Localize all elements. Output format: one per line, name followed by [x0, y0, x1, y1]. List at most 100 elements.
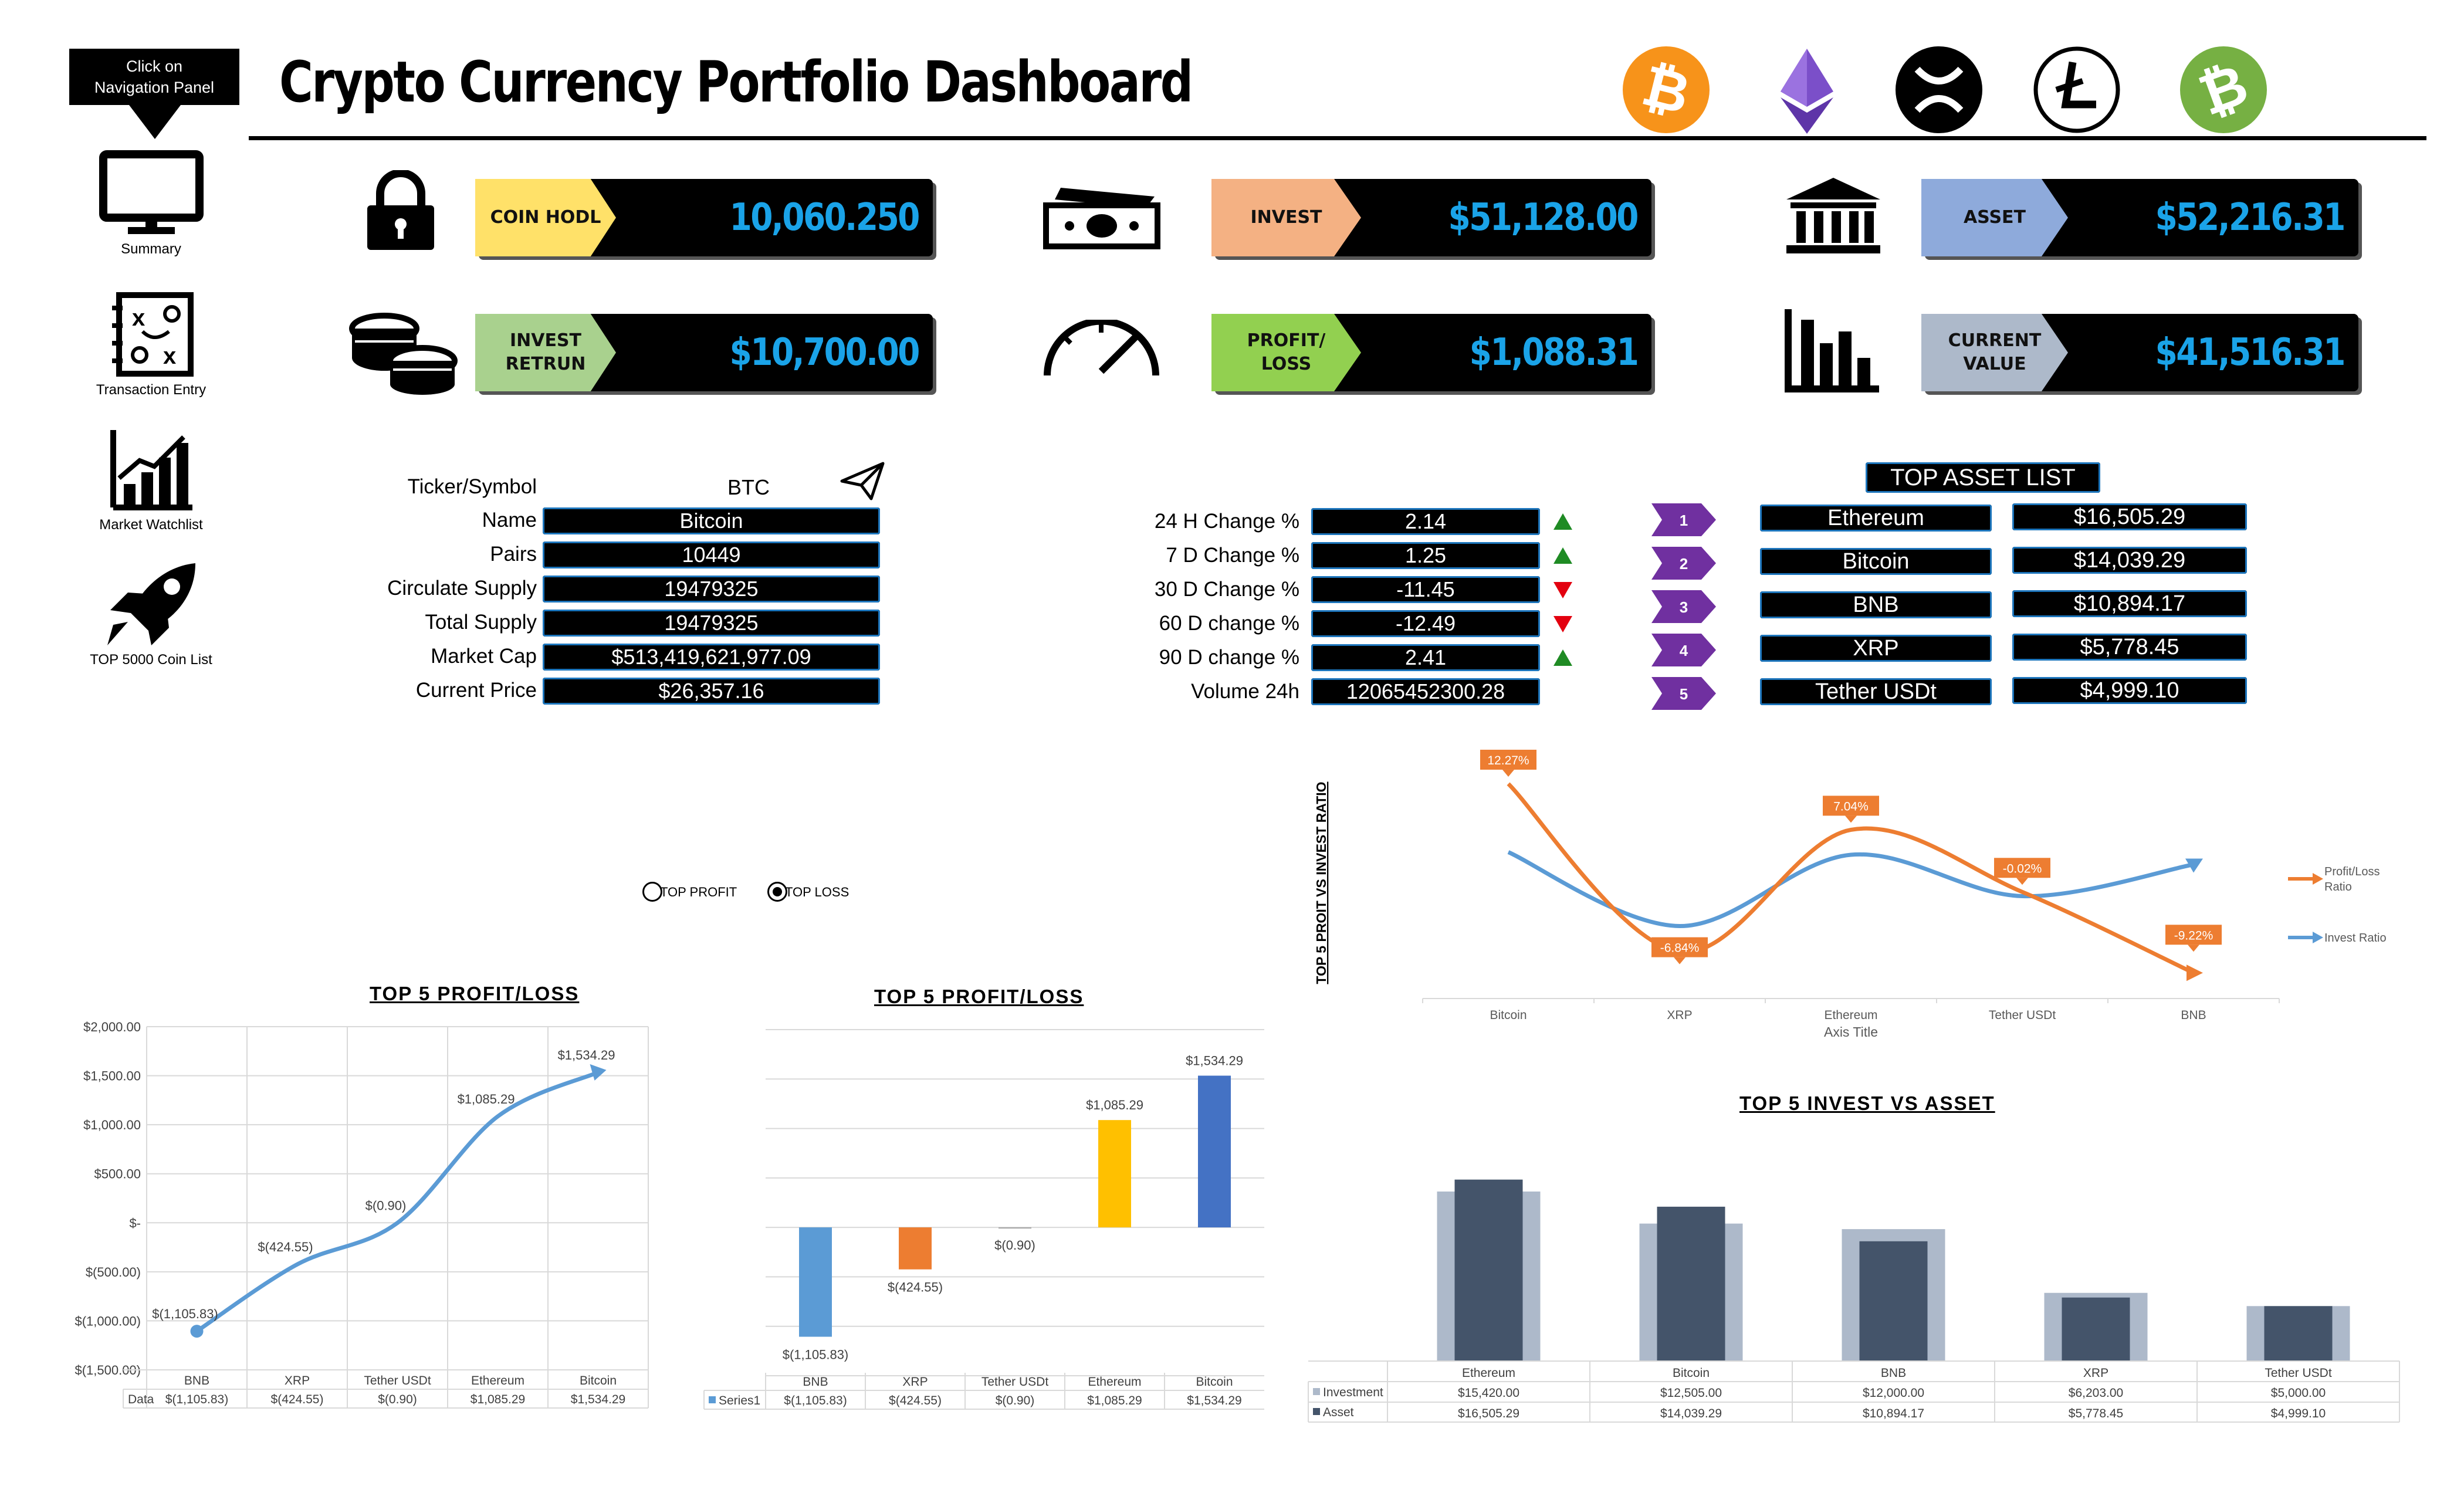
bar — [899, 1227, 932, 1270]
data-label: -9.22% — [2174, 929, 2213, 942]
nav-label: Market Watchlist — [99, 517, 203, 533]
litecoin-coin-icon — [2033, 46, 2120, 133]
nav-item-summary[interactable]: Summary — [67, 150, 235, 276]
kpi-card-coin-hodl: COIN HODL 10,060.250 — [475, 179, 933, 256]
kpi-value: $41,516.31 — [2155, 331, 2346, 374]
info-label: Total Supply — [425, 611, 537, 634]
table-cell: $(424.55) — [271, 1393, 324, 1406]
svg-text:x: x — [132, 305, 145, 331]
x-tick-label: Bitcoin — [1490, 1008, 1527, 1022]
table-cell: $(424.55) — [889, 1394, 942, 1407]
table-cell: $5,000.00 — [2271, 1386, 2326, 1400]
bar-chart-icon — [1785, 309, 1879, 392]
bar-asset — [1454, 1179, 1523, 1361]
data-label: $(424.55) — [888, 1280, 943, 1295]
table-cell: $4,999.10 — [2271, 1407, 2326, 1420]
radio-top-profit[interactable] — [642, 882, 662, 902]
kpi-label: CURRENT VALUE — [1921, 314, 2068, 391]
data-label: $1,534.29 — [558, 1048, 615, 1062]
kpi-label: INVEST RETRUN — [475, 314, 616, 391]
growth-chart-icon — [110, 430, 192, 510]
table-cell: $14,039.29 — [1660, 1407, 1722, 1420]
table-cell: $1,534.29 — [1187, 1394, 1241, 1407]
table-cell: $6,203.00 — [2069, 1386, 2123, 1400]
legend-label: Invest Ratio — [2324, 932, 2387, 945]
data-label-box — [1480, 749, 1536, 770]
radio-label: TOP LOSS — [785, 885, 849, 899]
info-value: $26,357.16 — [543, 678, 880, 705]
asset-value: $5,778.45 — [2012, 634, 2247, 661]
info-label: Market Cap — [431, 645, 537, 668]
change-label: 24 H Change % — [1154, 510, 1299, 533]
speedometer-icon — [1044, 320, 1159, 376]
x-tick-label: XRP — [2083, 1366, 2108, 1380]
data-label-pointer — [1674, 957, 1685, 964]
info-value: Bitcoin — [543, 507, 880, 534]
rank-number: 1 — [1680, 512, 1688, 529]
asset-name: BNB — [1760, 591, 1992, 618]
legend-swatch — [1313, 1388, 1320, 1395]
change-label: 90 D change % — [1159, 646, 1299, 669]
change-value: 2.14 — [1311, 508, 1540, 535]
y-tick-label: $2,000.00 — [83, 1020, 141, 1034]
x-tick-label: Tether USDt — [2265, 1366, 2332, 1380]
x-tick-label: Ethereum — [471, 1374, 524, 1387]
send-icon[interactable] — [839, 461, 886, 502]
x-tick-label: XRP — [285, 1374, 310, 1387]
change-value: 12065452300.28 — [1311, 678, 1540, 705]
series-line-profit-loss-ratio — [1507, 782, 2195, 975]
data-label-pointer — [2016, 878, 2028, 885]
info-value: $513,419,621,977.09 — [543, 644, 880, 671]
change-label: Volume 24h — [1191, 680, 1299, 703]
coins-stack-icon — [349, 313, 458, 395]
rank-number: 5 — [1680, 685, 1688, 703]
table-cell: $16,505.29 — [1458, 1407, 1519, 1420]
nav-item-transaction-entry[interactable]: x x Transaction Entry — [67, 290, 235, 417]
rank-number: 3 — [1680, 598, 1688, 616]
table-cell: $10,894.17 — [1863, 1407, 1924, 1420]
chart-title: TOP 5 PROFIT/LOSS — [874, 986, 1084, 1007]
table-series-name: Investment — [1323, 1386, 1383, 1399]
monitor-icon — [99, 150, 204, 234]
kpi-value: 10,060.250 — [729, 196, 920, 239]
kpi-value: $52,216.31 — [2155, 196, 2346, 239]
data-label-box — [1994, 858, 2050, 878]
table-cell: $1,085.29 — [1087, 1394, 1142, 1407]
bar — [799, 1227, 832, 1337]
nav-item-top-5000-coin-list[interactable]: TOP 5000 Coin List — [67, 557, 235, 683]
x-tick-label: Tether USDt — [364, 1374, 431, 1387]
title-divider — [249, 136, 2426, 140]
y-tick-label: $- — [129, 1216, 141, 1230]
change-label: 60 D change % — [1159, 612, 1299, 635]
arrow-head — [2185, 858, 2203, 873]
data-label: $1,085.29 — [1086, 1098, 1143, 1112]
arrow-head — [590, 1064, 607, 1081]
nav-item-market-watchlist[interactable]: Market Watchlist — [67, 425, 235, 551]
kpi-card-asset: ASSET $52,216.31 — [1921, 179, 2358, 256]
kpi-card-profit-loss: PROFIT/ LOSS $1,088.31 — [1211, 314, 1651, 391]
bar-asset — [1657, 1206, 1725, 1361]
nav-label: Summary — [121, 241, 181, 257]
table-series-name: Asset — [1323, 1406, 1354, 1419]
bar-asset — [1859, 1241, 1928, 1361]
x-tick-label: XRP — [1667, 1008, 1692, 1022]
data-point — [190, 1325, 204, 1338]
bar-asset — [2062, 1297, 2130, 1361]
kpi-card-invest: INVEST $51,128.00 — [1211, 179, 1651, 256]
x-tick-label: BNB — [184, 1374, 209, 1387]
kpi-label: ASSET — [1921, 179, 2068, 256]
x-tick-label: BNB — [2181, 1008, 2206, 1022]
bar — [1198, 1075, 1231, 1228]
trend-up-icon — [1553, 649, 1572, 666]
ticker-value[interactable]: BTC — [727, 475, 770, 499]
legend-marker — [2313, 932, 2323, 943]
chart-title: TOP 5 PROFIT/LOSS — [370, 983, 580, 1004]
ticker-label: Ticker/Symbol — [407, 475, 537, 498]
bank-icon — [1786, 178, 1880, 253]
data-label-box — [1651, 937, 1708, 957]
radio-top-loss[interactable] — [767, 882, 787, 902]
navigation-hint: Click on Navigation Panel — [69, 49, 239, 105]
x-tick-label: BNB — [1881, 1366, 1906, 1380]
asset-value: $16,505.29 — [2012, 503, 2247, 530]
ethereum-coin-icon — [1781, 49, 1833, 134]
